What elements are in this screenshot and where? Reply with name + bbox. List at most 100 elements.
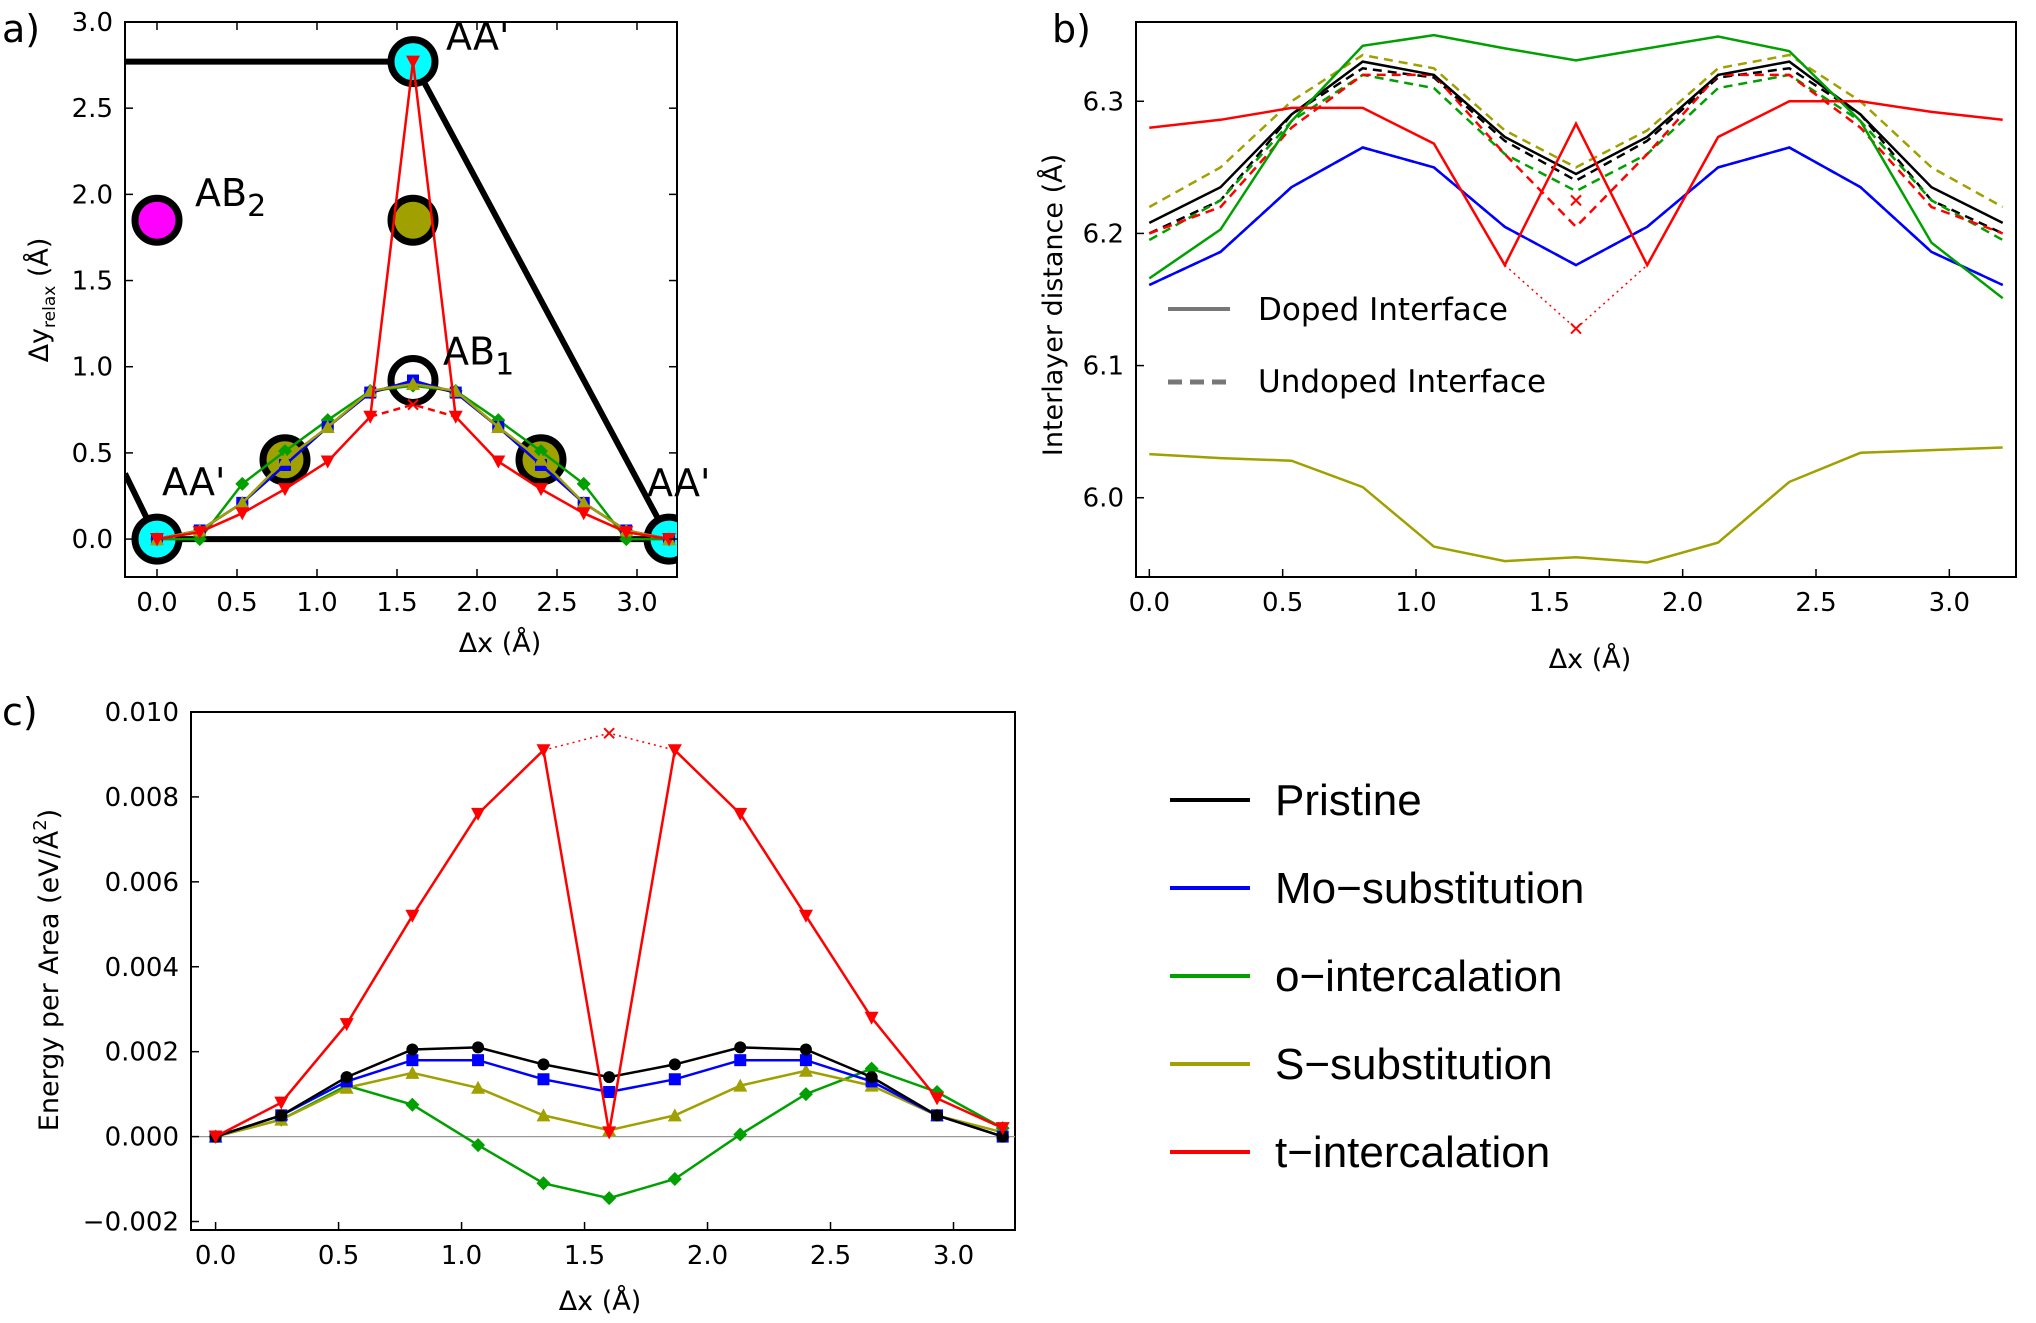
point-pristine xyxy=(865,1071,878,1084)
panel-b-xlabel: Δx (Å) xyxy=(1549,643,1632,675)
panel-b-xtick-label: 0.5 xyxy=(1262,588,1303,618)
panel-c-ytick-label: 0.000 xyxy=(105,1123,179,1153)
panel-c-xtick-label: 1.5 xyxy=(564,1241,605,1271)
point-t-intercalation xyxy=(491,455,506,469)
panel-a-xlabel: Δx (Å) xyxy=(459,627,542,659)
point-o-intercalation xyxy=(536,1176,551,1191)
panel-a-ylabel-main: Δy xyxy=(24,328,55,362)
point-s-substitution xyxy=(235,495,250,509)
site-label: AA' xyxy=(162,460,226,504)
panel-a-ticks: 0.0 0.5 1.0 1.5 2.0 2.5 3.0 0.0 0.5 1.0 1.5 2.0 2.5 3… xyxy=(72,8,677,618)
series-line-t-intercalation xyxy=(156,61,670,541)
point-pristine xyxy=(537,1058,550,1071)
point-t-intercalation xyxy=(320,455,335,469)
point-t-intercalation xyxy=(405,909,420,923)
panel-a-xtick-label: 1.0 xyxy=(296,588,337,618)
site-label: AB1 xyxy=(443,330,514,383)
point-s-substitution xyxy=(536,1108,551,1122)
panel-a-label: a) xyxy=(2,7,40,51)
panel-a-ylabel: Δyrelax (Å) xyxy=(23,238,60,363)
site-label-main: AB xyxy=(195,171,247,215)
site-label-main: AB xyxy=(443,330,495,374)
panel-c-ytick-label: 0.006 xyxy=(105,868,179,898)
panel-b-xtick-label: 2.0 xyxy=(1662,588,1703,618)
point-t-intercalation xyxy=(208,1130,223,1144)
point-t-intercalation xyxy=(363,410,378,424)
panel-b-xtick-label: 2.5 xyxy=(1795,588,1836,618)
point-t-intercalation xyxy=(619,526,634,540)
point-mo-substitution xyxy=(472,1054,485,1067)
point-pristine xyxy=(931,1109,944,1122)
point-mo-substitution xyxy=(537,1073,550,1086)
site-s xyxy=(387,194,439,246)
panel-a-ylabel-sub: relax xyxy=(40,286,60,328)
point-t-intercalation-x xyxy=(407,398,419,411)
legend-label-pristine: Pristine xyxy=(1275,776,1422,825)
undoped-line-t-intercalation xyxy=(1148,73,2004,235)
panel-c-ytick-label: −0.002 xyxy=(83,1208,179,1238)
point-t-intercalation-x xyxy=(1570,194,1582,207)
panel-b-inner-legend: Doped Interface Undoped Interface xyxy=(1168,292,1546,400)
point-t-intercalation xyxy=(798,909,813,923)
panel-a-xtick-label: 3.0 xyxy=(616,588,657,618)
series-line-t-intercalation-dashed xyxy=(369,403,457,418)
panel-c-xtick-label: 0.5 xyxy=(318,1241,359,1271)
point-t-intercalation xyxy=(733,807,748,821)
point-t-intercalation xyxy=(406,55,420,69)
point-o-intercalation xyxy=(235,476,250,491)
panel-a-ytick-label: 2.0 xyxy=(72,180,113,210)
site-label: AB2 xyxy=(195,171,266,224)
panel-b-ytick-label: 6.1 xyxy=(1083,352,1124,382)
point-t-intercalation xyxy=(274,1096,289,1110)
point-t-intercalation-x xyxy=(603,727,615,739)
site-label-sub: 2 xyxy=(247,189,266,224)
panel-c-ylabel-sup: 2 xyxy=(30,819,51,830)
panel-a-xtick-label: 2.0 xyxy=(456,588,497,618)
panel-b-xtick-label: 3.0 xyxy=(1929,588,1970,618)
undoped-line-o-intercalation xyxy=(1148,73,2004,242)
panel-c-ylabel-end: ) xyxy=(34,809,65,820)
point-t-intercalation xyxy=(448,410,463,424)
panel-a-xtick-label: 2.5 xyxy=(536,588,577,618)
panel-a-clipped xyxy=(125,36,677,565)
doped-interface-label: Doped Interface xyxy=(1258,292,1508,328)
panel-c-xtick-label: 2.5 xyxy=(810,1241,851,1271)
point-t-intercalation xyxy=(930,1092,945,1106)
panel-c-xtick-label: 3.0 xyxy=(933,1241,974,1271)
point-s-substitution xyxy=(534,452,548,466)
point-o-intercalation xyxy=(471,1138,486,1153)
panel-b-ytick-label: 6.3 xyxy=(1083,87,1124,117)
undoped-interface-label: Undoped Interface xyxy=(1258,364,1546,400)
point-t-intercalation xyxy=(150,533,164,547)
point-o-intercalation xyxy=(576,476,591,491)
panel-c-ytick-label: 0.002 xyxy=(105,1038,179,1068)
doped-line-s-substitution xyxy=(1149,446,2003,564)
point-t-intercalation xyxy=(576,507,591,521)
point-s-substitution xyxy=(733,1078,748,1092)
doped-line-o-intercalation xyxy=(1148,33,2004,300)
site-label: AA' xyxy=(446,15,510,59)
site-label: AA' xyxy=(647,461,711,505)
point-t-intercalation xyxy=(864,1011,879,1025)
panel-a-ytick-label: 0.0 xyxy=(72,525,113,555)
panel-b: b) 0.0 0.5 1.0 1.5 2.0 2.5 3.0 6.0 6.1 6.2 6.3 Δx … xyxy=(1037,7,2017,675)
panel-c-plot-area xyxy=(191,727,1015,1206)
legend-label-t-intercalation: t−intercalation xyxy=(1275,1128,1550,1177)
panel-a-ylabel-unit: (Å) xyxy=(23,238,55,286)
point-s-substitution xyxy=(405,1065,420,1079)
panel-c-frame xyxy=(190,711,1016,1231)
panel-c-ytick-label: 0.010 xyxy=(105,698,179,728)
point-o-intercalation xyxy=(733,1127,748,1142)
site-label-main: AA' xyxy=(647,461,711,505)
panel-c-ylabel-main: Energy per Area (eV/Å xyxy=(33,830,65,1131)
point-s-substitution xyxy=(320,420,335,434)
legend: Pristine Mo−substitution o−intercalation… xyxy=(1170,776,1584,1177)
point-pristine xyxy=(668,1058,681,1071)
doped-line-t-intercalation-dotted xyxy=(1504,264,1648,330)
panel-c: c) 0.0 0.5 1.0 1.5 2.0 2.5 3.0 −0.002 0.000 0.002… xyxy=(2,690,1016,1317)
panel-a-ytick-label: 1.5 xyxy=(72,267,113,297)
point-s-substitution xyxy=(471,1080,486,1094)
point-o-intercalation xyxy=(667,1172,682,1187)
point-t-intercalation-x xyxy=(1570,322,1582,335)
